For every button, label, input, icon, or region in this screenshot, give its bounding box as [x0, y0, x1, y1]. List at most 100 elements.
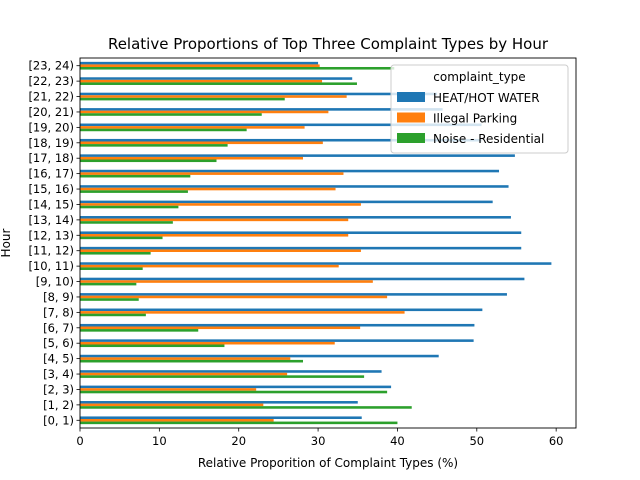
bar [80, 141, 323, 145]
bar [80, 123, 482, 127]
bar [80, 231, 522, 235]
bar [80, 251, 151, 255]
bar [80, 205, 179, 209]
y-tick-label: [14, 15) [28, 197, 74, 211]
y-tick-label: [21, 22) [28, 90, 74, 104]
bar [80, 421, 398, 425]
x-tick-label: 30 [311, 434, 326, 448]
bar [80, 187, 336, 191]
y-tick-label: [9, 10) [36, 275, 74, 289]
bar [80, 200, 493, 204]
bar [80, 169, 500, 173]
bar [80, 293, 507, 296]
y-tick-label: [0, 1) [43, 413, 74, 427]
legend-swatch [397, 92, 425, 102]
y-tick-label: [13, 14) [28, 213, 74, 227]
x-tick-label: 10 [152, 434, 167, 448]
legend: complaint_type HEAT/HOT WATER Illegal Park… [390, 64, 569, 154]
bar [80, 298, 139, 301]
x-axis-label: Relative Proporition of Complaint Types … [198, 456, 458, 470]
bar [80, 419, 274, 422]
x-tick-label: 50 [469, 434, 484, 448]
legend-swatch [397, 133, 425, 143]
plot-frame [79, 57, 577, 429]
bar [80, 401, 358, 404]
x-tick-label: 20 [231, 434, 246, 448]
legend-swatch [397, 112, 425, 123]
bar [80, 82, 357, 85]
bar [80, 406, 412, 409]
bar [80, 277, 525, 281]
bar [80, 92, 438, 96]
bar [80, 262, 552, 265]
bar [80, 313, 146, 317]
y-tick-label: [16, 17) [28, 167, 74, 181]
bar [80, 416, 362, 420]
y-tick-label: [1, 2) [43, 398, 74, 412]
bar [80, 79, 323, 83]
bar [80, 329, 199, 332]
y-tick-label: [18, 19) [28, 136, 74, 150]
bar [80, 246, 522, 250]
bar [80, 154, 515, 157]
y-tick-label: [2, 3) [43, 382, 74, 396]
y-tick-label: [3, 4) [43, 367, 74, 381]
bar [80, 61, 319, 65]
y-tick-label: [15, 16) [28, 182, 74, 196]
bar [80, 385, 392, 389]
bar [80, 375, 365, 378]
y-tick-label: [10, 11) [28, 259, 74, 273]
legend-title: complaint_type [433, 70, 525, 84]
bar [80, 308, 483, 312]
bar [80, 311, 405, 314]
x-tick-label: 40 [390, 434, 405, 448]
bar [80, 339, 474, 342]
x-tick-label: 60 [549, 434, 564, 448]
bar [80, 66, 395, 70]
bar [80, 372, 288, 376]
bar [80, 172, 344, 175]
y-tick-label: [6, 7) [43, 321, 74, 335]
bar [80, 97, 285, 101]
y-axis-ticks: [0, 1)[1, 2) [2, 3)[3, 4)[4, 5) [5, 6)[6, … [28, 59, 80, 427]
bar [80, 221, 173, 224]
bar [80, 113, 262, 116]
legend-label: Illegal Parking [433, 112, 517, 126]
bar [80, 190, 188, 193]
bar [80, 370, 382, 373]
y-tick-label: [22, 23) [28, 74, 74, 88]
bar [80, 326, 361, 330]
y-tick-label: [7, 8) [43, 305, 74, 319]
bar [80, 138, 482, 142]
bar [80, 357, 291, 360]
bar [80, 234, 349, 237]
y-tick-label: [11, 12) [28, 244, 74, 258]
x-axis-ticks: 0 10 20 30 40 50 60 [76, 428, 563, 448]
bar [80, 185, 509, 188]
bar [80, 174, 191, 178]
y-tick-label: [4, 5) [43, 352, 74, 366]
bar [80, 267, 143, 270]
legend-box [390, 64, 569, 154]
y-axis-label: Hour [0, 228, 13, 257]
bar [80, 64, 320, 67]
x-tick-label: 0 [76, 434, 83, 448]
bar [80, 108, 443, 111]
bar [80, 216, 511, 219]
bar [80, 218, 349, 222]
legend-label: Noise - Residential [433, 132, 544, 146]
bar [80, 159, 217, 163]
bar [80, 323, 475, 327]
bar [80, 126, 305, 129]
bar [80, 280, 373, 283]
bar [80, 359, 304, 363]
bar [80, 403, 264, 407]
bar [80, 390, 388, 394]
y-tick-label: [17, 18) [28, 151, 74, 165]
bar [80, 388, 257, 391]
bar [80, 341, 335, 345]
legend-label: HEAT/HOT WATER [433, 91, 540, 105]
chart-title: Relative Proportions of Top Three Compla… [108, 35, 549, 53]
bar [80, 236, 163, 240]
